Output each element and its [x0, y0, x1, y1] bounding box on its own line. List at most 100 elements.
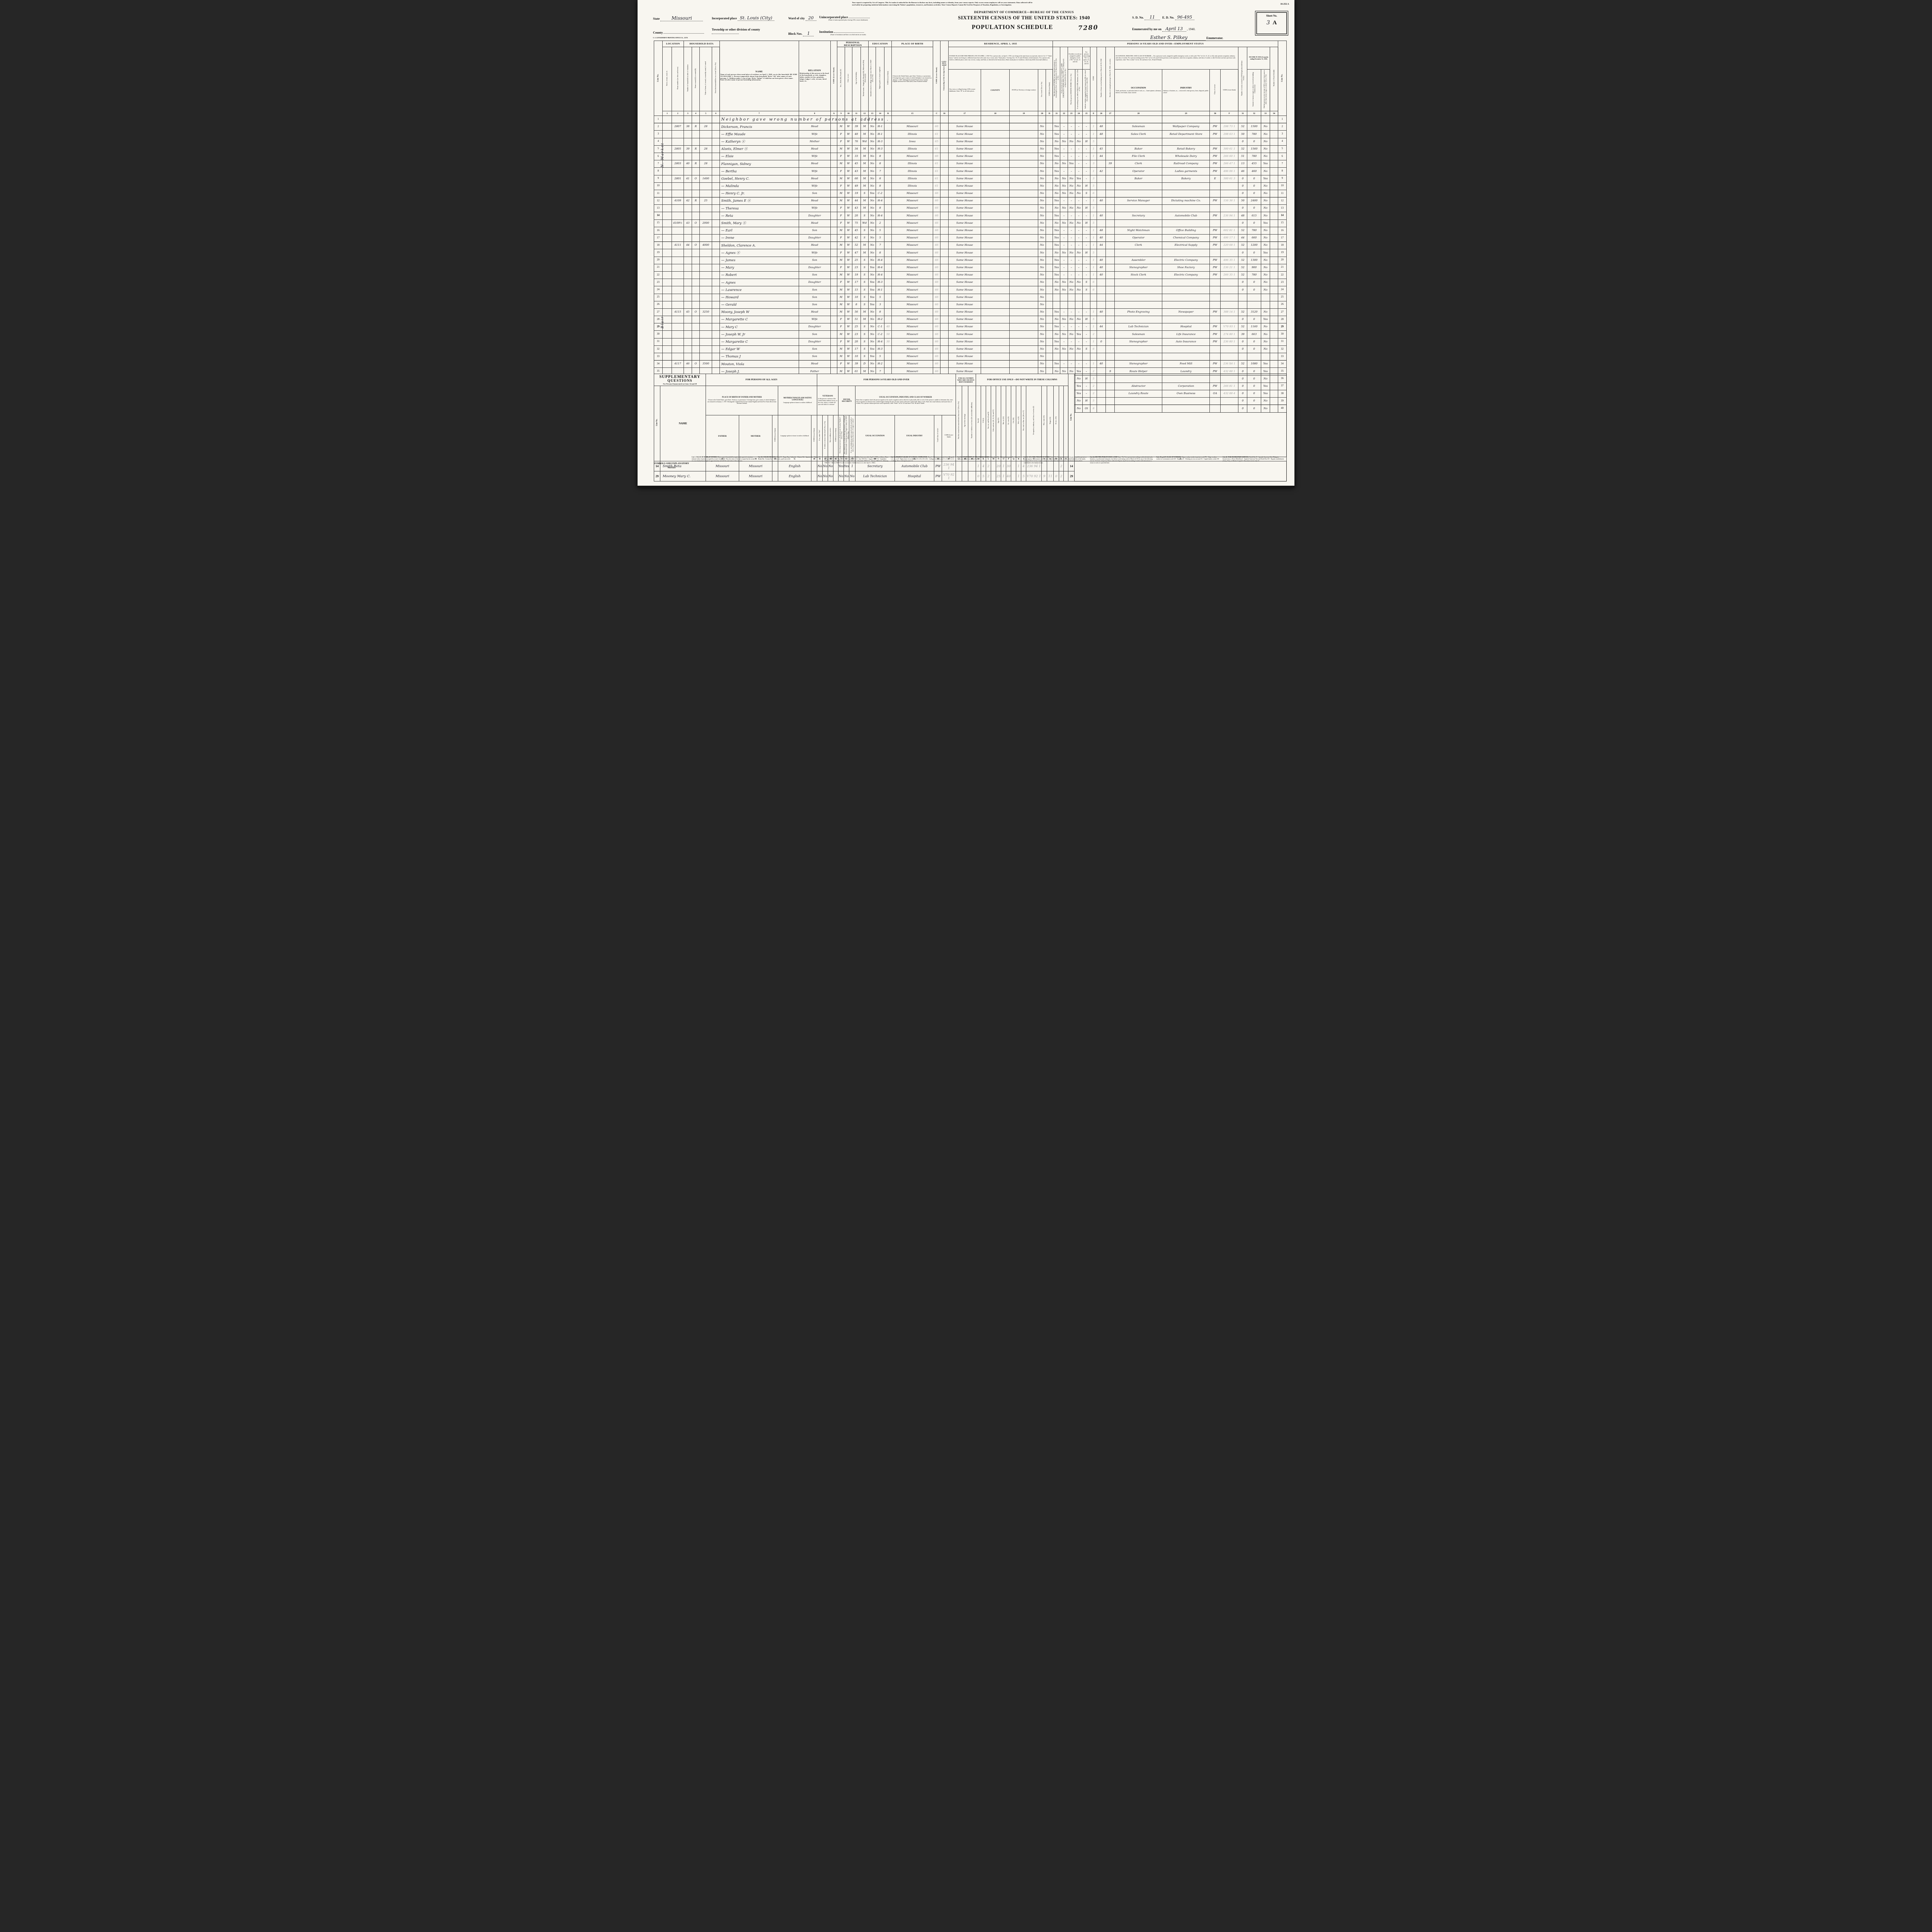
cell-cC-9: 61	[932, 175, 941, 183]
cell-c11-26: 8	[852, 301, 861, 309]
cell-c3-13	[683, 204, 692, 213]
suppl-hdr-Y	[1059, 386, 1064, 457]
cell-c28-30: Salesman	[1114, 330, 1163, 338]
cell-c21-9: No	[1053, 175, 1061, 183]
cell-c14-9: 8	[876, 175, 885, 183]
cell-cC-7: 61	[932, 160, 941, 168]
schedule-title: POPULATION SCHEDULE	[971, 24, 1053, 31]
cell-c8-5: Head	[798, 145, 831, 153]
cell-c10-28: W	[844, 316, 852, 324]
cell-c11-33: 10	[852, 352, 861, 361]
cell-c25-19: H	[1082, 249, 1091, 257]
cell-c15-34: Missouri	[891, 360, 933, 368]
cell-cF-18: 220 68 1	[1220, 242, 1239, 250]
cell-c30-34: PW	[1209, 360, 1221, 368]
cell-c2-1	[672, 115, 684, 124]
cell-cB-12	[884, 197, 892, 205]
cell-cC-28: 66	[932, 316, 941, 324]
cell-c29-1	[1162, 115, 1210, 124]
cell-cA-31	[830, 338, 838, 346]
cell-cA-22	[830, 271, 838, 279]
cell-c13-27: No	[868, 308, 876, 316]
cell-c3-19	[683, 249, 692, 257]
cell-c10-5: W	[844, 145, 852, 153]
cell-cF-10	[1220, 182, 1239, 190]
cell-c15-16: Missouri	[891, 226, 933, 235]
cell-cE-24: 6	[1090, 286, 1097, 294]
cell-cA-9	[830, 175, 838, 183]
cell-c13-19: No	[868, 249, 876, 257]
suppl-cell-s36-29: Missouri	[706, 471, 740, 481]
cell-c3-5: 39	[683, 145, 692, 153]
cell-c17-18: Same House	[948, 242, 981, 250]
hdr-c15-desc: If born in the United States, give State…	[891, 47, 933, 111]
colnum-cA: A	[830, 111, 838, 116]
cell-c12-17: S	[860, 234, 869, 242]
cell-c32-14: 615	[1247, 212, 1261, 220]
cell-c3-16	[683, 226, 692, 235]
suppl-cell-V-29: 9	[1041, 471, 1048, 481]
cell-c13-13: No	[868, 204, 876, 213]
cell-c33-2: No	[1260, 123, 1270, 131]
hdr-cA: CODE (Leave blank)	[830, 41, 838, 111]
cell-c6-33	[712, 352, 720, 361]
cell-c17-13: Same House	[948, 204, 981, 213]
cell-c29-25	[1162, 293, 1210, 301]
cell-c11-5: 34	[852, 145, 861, 153]
cell-c7-11: — Henry C. Jr.	[719, 189, 799, 198]
cell-c31-16: 52	[1238, 226, 1248, 235]
cell-c20-15: No	[1037, 219, 1046, 227]
cell-c5-28	[699, 316, 713, 324]
form-number: 16-252 A	[1280, 3, 1289, 5]
cell-c30-26	[1209, 301, 1221, 309]
cell-c25-34: –	[1082, 360, 1091, 368]
cell-cD-9	[1046, 175, 1053, 183]
cell-c33-14: No	[1260, 212, 1270, 220]
cell-c13-30: No	[868, 330, 876, 338]
privacy-notice: Your report is required by Act of Congre…	[852, 2, 1032, 6]
suppl-hdr-R: Cit. (16)	[1011, 386, 1017, 457]
cell-cD-24	[1046, 286, 1053, 294]
cell-c5-8	[699, 167, 713, 175]
hdr-c32: Amount of money wages or salary received…	[1247, 69, 1261, 111]
cell-cC-15: 66	[932, 219, 941, 227]
cell-c2-22	[672, 271, 684, 279]
cell-c15-14: Missouri	[891, 212, 933, 220]
cell-cA-32	[830, 345, 838, 354]
cell-c13-15: No	[868, 219, 876, 227]
cell-cA-26	[830, 301, 838, 309]
cell-c4-20	[692, 256, 700, 264]
cell-c15-1	[891, 115, 933, 124]
cell-c13-28: No	[868, 316, 876, 324]
hdr-c25-band: For persons answering “No” to quest. 21,…	[1082, 47, 1091, 70]
cell-c2-28	[672, 316, 684, 324]
person-row-28: 28— Margarette C Wife F W 51 M No H-2 Missouri 66…	[654, 316, 1287, 324]
cell-c17-26: Same House	[948, 301, 981, 309]
cell-c26-30	[1096, 330, 1106, 338]
cell-c32-23: 0	[1247, 279, 1261, 287]
cell-c22-23: No	[1060, 279, 1068, 287]
line-no-left-6: 6	[654, 152, 663, 161]
cell-c15-22: Missouri	[891, 271, 933, 279]
cell-c14-25: 5	[876, 293, 885, 301]
cell-c25-3: –	[1082, 130, 1091, 138]
state-field: State Missouri	[653, 15, 703, 21]
cell-c30-33	[1209, 352, 1221, 361]
line-no-right-16: 16	[1277, 226, 1287, 235]
cell-c30-7: PW	[1209, 160, 1221, 168]
cell-c25-18: –	[1082, 242, 1091, 250]
cell-c16-22	[940, 271, 949, 279]
cell-c18-34	[981, 360, 1010, 368]
cell-cD-27	[1046, 308, 1053, 316]
cell-cA-17	[830, 234, 838, 242]
cell-c16-14	[940, 212, 949, 220]
cell-c13-14: No	[868, 212, 876, 220]
cell-c31-32: 0	[1238, 345, 1248, 354]
cell-c28-10	[1114, 182, 1163, 190]
cell-c34-12	[1270, 197, 1278, 205]
suppl-band-women: FOR ALL WOMEN WHO ARE OR HAVE BEEN MARRI…	[956, 374, 976, 386]
cell-cC-12: 66	[932, 197, 941, 205]
hdr-cB: CODE (Leave blank)	[884, 47, 892, 111]
cell-c14-22: H-4	[876, 271, 885, 279]
cell-cB-11	[884, 189, 892, 198]
